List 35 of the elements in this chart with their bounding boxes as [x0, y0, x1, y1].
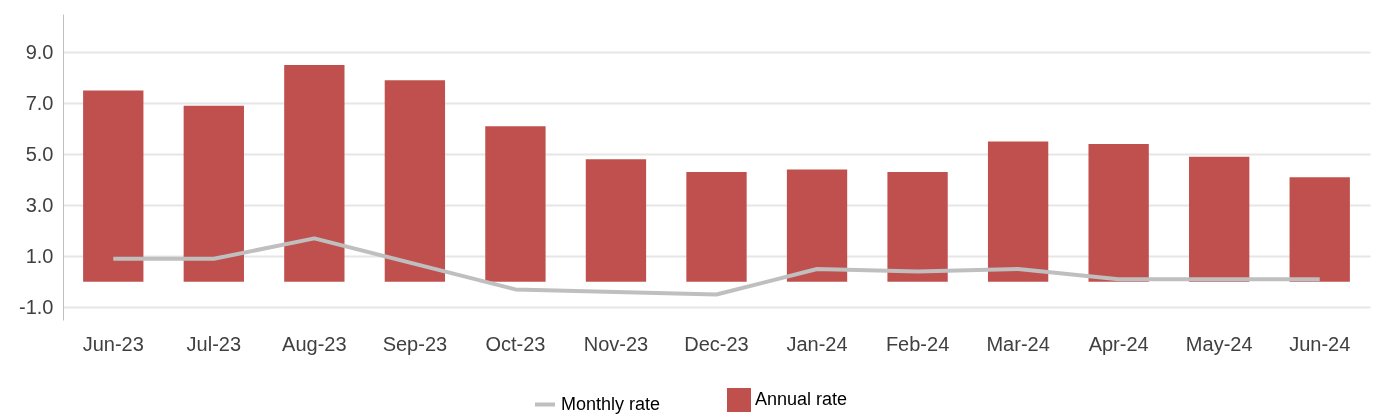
- y-tick-label: 3.0: [25, 193, 54, 216]
- y-tick-label: 9.0: [25, 40, 54, 63]
- x-tick-label: Feb-24: [885, 332, 950, 355]
- bar: [485, 126, 546, 282]
- x-tick-label: Jan-24: [786, 332, 848, 355]
- x-tick-label: Jun-23: [82, 332, 144, 355]
- x-tick-label: Dec-23: [684, 332, 749, 355]
- x-tick-label: Nov-23: [583, 332, 649, 355]
- y-tick-label: -1.0: [19, 295, 54, 318]
- x-tick-label: Oct-23: [485, 332, 546, 355]
- y-tick-label: 1.0: [25, 244, 54, 267]
- bar: [284, 65, 345, 282]
- legend-label: Annual rate: [755, 389, 848, 409]
- x-tick-label: Jul-23: [186, 332, 242, 355]
- x-tick-label: Mar-24: [986, 332, 1050, 355]
- legend-label: Monthly rate: [561, 393, 661, 414]
- bar: [1088, 144, 1149, 282]
- bar: [887, 172, 948, 282]
- bar: [83, 90, 144, 282]
- x-tick-label: Sep-23: [382, 332, 448, 355]
- x-tick-label: Jun-24: [1289, 332, 1351, 355]
- bar: [1289, 177, 1350, 282]
- x-tick-label: Apr-24: [1088, 332, 1149, 355]
- x-tick-label: Aug-23: [282, 332, 347, 355]
- bar: [585, 159, 647, 282]
- bar: [987, 141, 1049, 282]
- bar: [384, 80, 446, 282]
- bar: [686, 172, 747, 282]
- y-tick-label: 5.0: [25, 142, 54, 165]
- bar: [183, 105, 244, 282]
- bar: [786, 169, 848, 282]
- line-series: [111, 236, 1322, 297]
- y-tick-label: 7.0: [25, 91, 54, 114]
- x-tick-label: May-24: [1185, 332, 1253, 355]
- bar: [1189, 156, 1250, 282]
